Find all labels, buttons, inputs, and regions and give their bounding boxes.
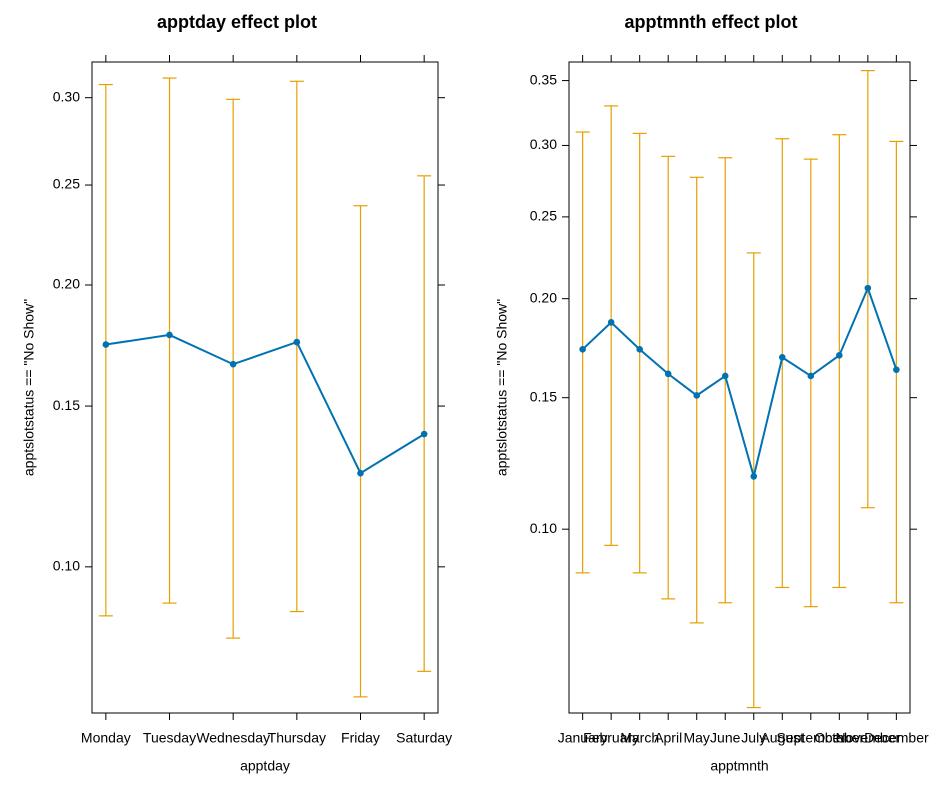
- x-tick-label: Tuesday: [143, 730, 196, 746]
- data-point: [664, 370, 672, 378]
- effect-line: [105, 333, 425, 475]
- plot-frame: [91, 61, 439, 714]
- x-tick-label: November: [836, 730, 901, 746]
- error-bar: [689, 176, 704, 624]
- chart-title: apptday effect plot: [157, 12, 317, 32]
- error-bar: [289, 80, 304, 613]
- y-axis-label: apptslotstatus == "No Show": [494, 299, 510, 476]
- data-point: [721, 372, 729, 380]
- data-point: [750, 473, 758, 480]
- y-tick-label: 0.25: [53, 176, 80, 192]
- x-tick-label: June: [710, 730, 741, 746]
- x-tick-label: Thursday: [268, 730, 326, 746]
- error-bar: [832, 134, 847, 589]
- data-point: [102, 341, 110, 348]
- error-bar: [632, 132, 647, 574]
- apptmnth-effect-panel: apptmnth effect plot 0.10 0.15 0.20 0.25 0.30…: [494, 12, 929, 774]
- x-tick-label: October: [814, 730, 864, 746]
- error-bar: [746, 252, 761, 709]
- x-axis-label: apptday: [240, 758, 290, 774]
- y-tick-label: 0.15: [530, 388, 557, 404]
- y-tick-label: 0.10: [530, 520, 557, 536]
- y-tick-label: 0.20: [53, 276, 80, 292]
- data-point: [864, 284, 872, 292]
- data-point: [636, 346, 643, 353]
- effect-line: [581, 285, 898, 481]
- x-tick-label: August: [760, 730, 804, 746]
- x-tick-label: Monday: [81, 730, 131, 746]
- data-point: [693, 392, 701, 399]
- x-tick-label: December: [864, 730, 929, 746]
- y-tick-label: 0.35: [530, 71, 557, 87]
- x-axis-label: apptmnth: [710, 758, 768, 774]
- x-tick-label: Wednesday: [196, 730, 270, 746]
- x-tick-label: January: [558, 730, 608, 746]
- data-point: [807, 372, 815, 380]
- data-point: [579, 346, 586, 353]
- data-point: [420, 430, 428, 438]
- y-tick-label: 0.25: [530, 208, 557, 224]
- error-bar: [803, 158, 818, 608]
- data-point: [357, 469, 364, 477]
- y-tick-label: 0.15: [53, 397, 80, 413]
- data-point: [893, 366, 900, 373]
- y-tick-label: 0.30: [53, 88, 80, 104]
- y-tick-label: 0.10: [53, 558, 80, 574]
- data-point: [293, 338, 301, 346]
- data-point: [166, 331, 173, 339]
- error-bar: [353, 205, 368, 698]
- y-tick-label: 0.20: [530, 289, 557, 305]
- y-axis-label: apptslotstatus == "No Show": [21, 299, 37, 476]
- data-point: [778, 354, 786, 361]
- x-tick-label: February: [583, 730, 639, 746]
- error-bar: [226, 98, 241, 639]
- data-point: [229, 360, 237, 368]
- y-tick-label: 0.30: [530, 136, 557, 152]
- plot-frame: [568, 61, 911, 714]
- error-bar: [718, 157, 733, 604]
- x-tick-label: April: [654, 730, 682, 746]
- x-tick-label: March: [620, 730, 659, 746]
- data-point: [607, 319, 615, 326]
- x-tick-label: July: [741, 730, 766, 746]
- error-bar: [661, 155, 676, 600]
- x-tick-label: May: [683, 730, 709, 746]
- chart-title: apptmnth effect plot: [625, 12, 798, 32]
- apptday-effect-panel: apptday effect plot 0.10 0.15 0.20 0.25 0.30 M…: [21, 12, 452, 774]
- x-tick-label: September: [777, 730, 846, 746]
- error-bar: [98, 83, 113, 617]
- error-bar: [162, 77, 177, 604]
- error-bar: [775, 138, 790, 589]
- x-tick-label: Saturday: [396, 730, 452, 746]
- x-tick-label: Friday: [341, 730, 380, 746]
- error-bar: [417, 175, 432, 672]
- data-point: [836, 352, 843, 359]
